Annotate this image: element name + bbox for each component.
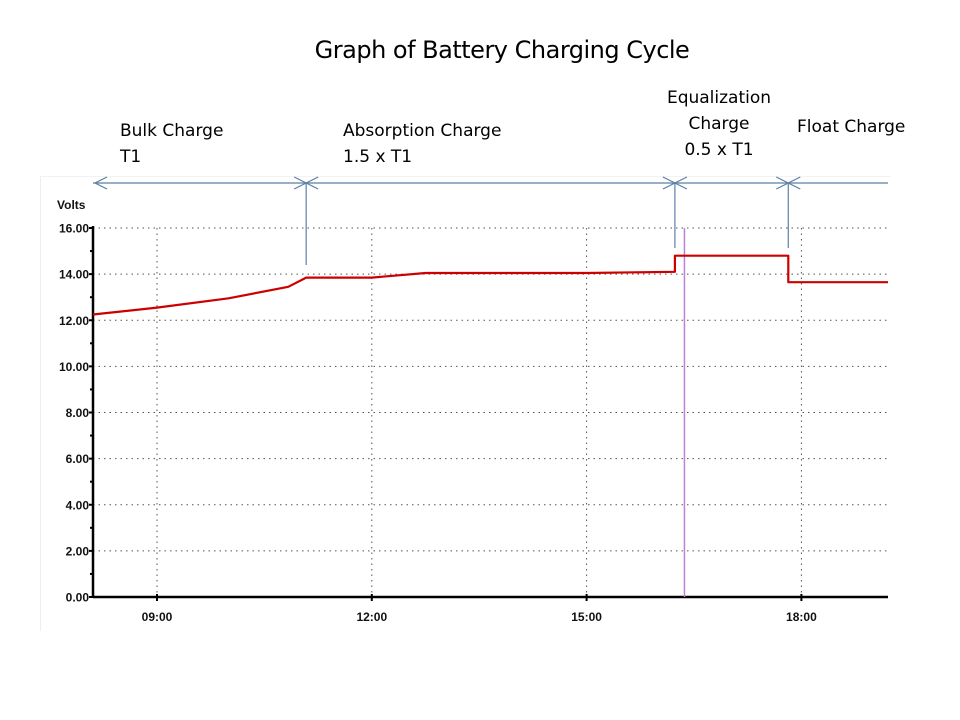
phase-name-line2: Charge — [688, 114, 750, 134]
chart-frame — [40, 176, 891, 631]
phase-label-float: Float Charge — [797, 114, 905, 140]
phase-boundary-arrowheads-icon — [776, 176, 801, 190]
phase-boundary-arrowheads-icon — [662, 176, 688, 190]
phase-name: Bulk Charge — [120, 121, 224, 141]
phase-label-equalization: Equalization Charge 0.5 x T1 — [657, 85, 781, 163]
y-axis-title: Volts — [57, 198, 86, 212]
phase-name: Absorption Charge — [343, 121, 502, 141]
x-tick-label: 09:00 — [142, 610, 173, 624]
y-tick-label: 2.00 — [66, 544, 90, 558]
x-tick-label: 18:00 — [786, 610, 817, 624]
y-tick-label: 10.00 — [59, 360, 89, 374]
phase-name: Equalization — [666, 88, 772, 108]
phase-duration: 0.5 x T1 — [684, 140, 754, 160]
phase-name: Float Charge — [797, 117, 906, 137]
phase-label-absorption: Absorption Charge 1.5 x T1 — [343, 118, 501, 170]
y-tick-label: 0.00 — [66, 591, 90, 605]
chart-title: Graph of Battery Charging Cycle — [314, 36, 690, 64]
y-tick-label: 14.00 — [59, 268, 89, 282]
phase-label-bulk: Bulk Charge T1 — [120, 118, 223, 170]
phase-duration: T1 — [120, 147, 142, 167]
phase-duration: 1.5 x T1 — [343, 147, 413, 167]
x-tick-label: 12:00 — [356, 610, 387, 624]
y-tick-label: 4.00 — [66, 498, 90, 512]
y-tick-label: 6.00 — [66, 452, 90, 466]
x-tick-label: 15:00 — [571, 610, 602, 624]
phase-boundary-arrowheads-icon — [293, 176, 319, 190]
y-tick-label: 8.00 — [66, 406, 90, 420]
y-tick-label: 12.00 — [59, 314, 89, 328]
y-tick-label: 16.00 — [59, 222, 89, 236]
voltage-trace — [92, 254, 888, 316]
arrowhead-left-icon — [93, 176, 108, 190]
